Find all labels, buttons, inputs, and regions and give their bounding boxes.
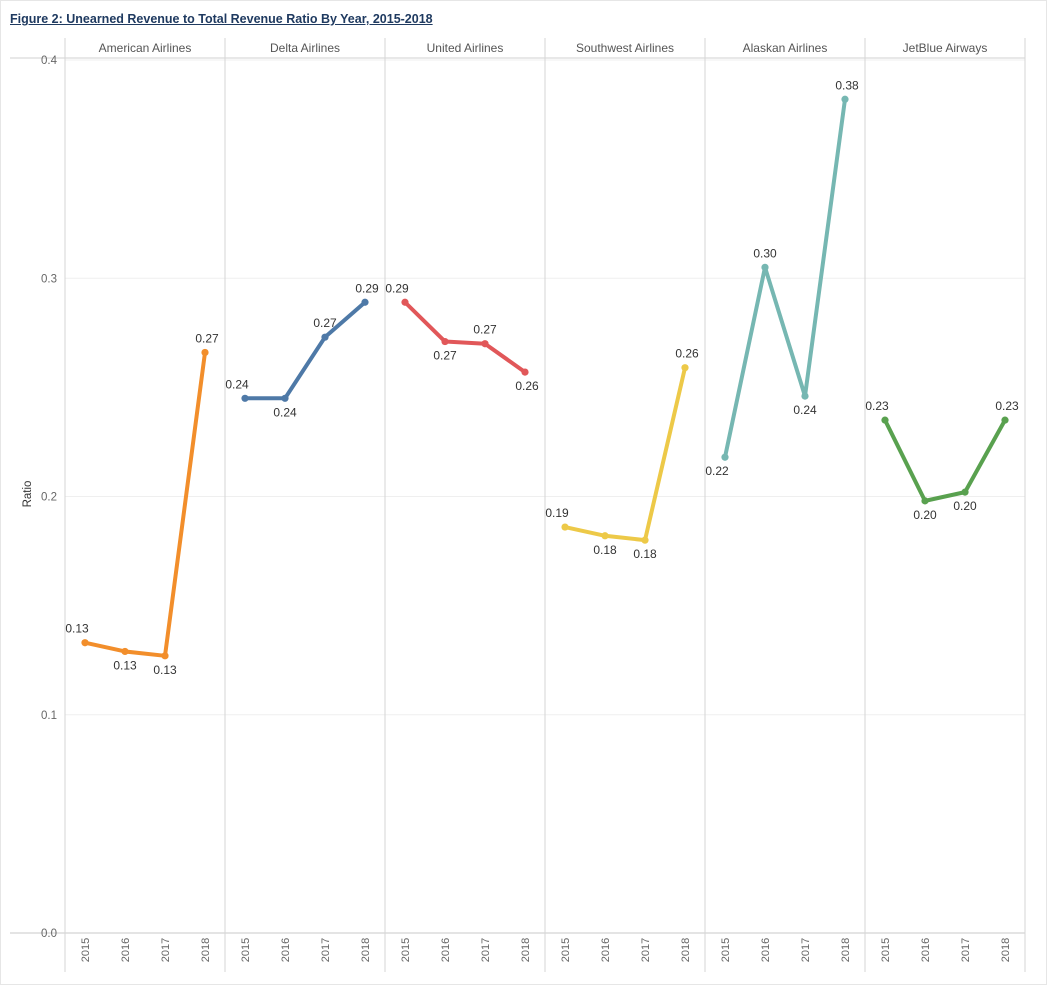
data-label: 0.20 — [953, 499, 977, 513]
data-point[interactable] — [81, 639, 89, 647]
data-label: 0.20 — [913, 508, 937, 522]
series: 0.13 0.13 0.13 0.27 0.24 0.24 0.27 0.29 0.29 0.27… — [65, 78, 1019, 677]
x-tick-label: 2016 — [280, 938, 292, 962]
x-tick-label: 2015 — [400, 938, 412, 962]
panel-title: Southwest Airlines — [576, 41, 674, 55]
data-point[interactable] — [561, 523, 569, 531]
data-point[interactable] — [121, 647, 129, 656]
panels: American Airlines Delta Airlines United Ai… — [10, 38, 1026, 972]
x-tick-label: 2017 — [480, 938, 492, 962]
data-label: 0.19 — [545, 506, 569, 520]
data-label: 0.26 — [515, 379, 539, 393]
x-tick-label: 2018 — [200, 938, 212, 962]
series-line[interactable] — [403, 300, 527, 375]
axes: 0.0 0.1 0.2 0.3 0.4 2015 2016 2017 2018 2015 2016 2… — [41, 55, 1012, 962]
x-tick-label: 2018 — [520, 938, 532, 962]
data-label: 0.29 — [385, 281, 409, 295]
y-tick-label: 0.1 — [41, 710, 57, 722]
x-tick-label: 2016 — [120, 938, 132, 962]
panel-title: Delta Airlines — [270, 41, 340, 55]
data-point[interactable] — [281, 394, 289, 402]
data-label: 0.23 — [995, 399, 1019, 413]
data-label: 0.27 — [313, 316, 337, 330]
data-label: 0.24 — [225, 377, 249, 391]
x-tick-label: 2016 — [920, 938, 932, 962]
x-tick-label: 2017 — [800, 938, 812, 962]
data-label: 0.13 — [113, 658, 137, 672]
data-label: 0.26 — [675, 347, 699, 361]
data-label: 0.30 — [753, 246, 777, 260]
panel-title: Alaskan Airlines — [743, 41, 828, 55]
data-point[interactable] — [401, 298, 409, 306]
data-point[interactable] — [961, 488, 969, 496]
data-point[interactable] — [921, 497, 929, 505]
x-tick-label: 2015 — [80, 938, 92, 962]
data-point[interactable] — [841, 95, 849, 103]
panel-title: United Airlines — [427, 41, 504, 55]
data-label: 0.27 — [433, 349, 457, 363]
x-tick-label: 2017 — [320, 938, 332, 962]
x-tick-label: 2015 — [720, 938, 732, 962]
data-label: 0.29 — [355, 281, 379, 295]
data-label: 0.38 — [835, 78, 859, 92]
x-tick-label: 2016 — [440, 938, 452, 962]
data-label: 0.18 — [633, 547, 657, 561]
y-tick-label: 0.2 — [41, 492, 57, 504]
data-point[interactable] — [881, 416, 889, 424]
x-tick-label: 2015 — [560, 938, 572, 962]
x-tick-label: 2018 — [1000, 938, 1012, 962]
data-point[interactable] — [201, 348, 209, 357]
x-tick-label: 2018 — [360, 938, 372, 962]
y-tick-label: 0.4 — [41, 55, 58, 67]
data-point[interactable] — [441, 337, 449, 346]
data-point[interactable] — [601, 532, 609, 540]
x-tick-label: 2017 — [960, 938, 972, 962]
data-point[interactable] — [161, 652, 169, 660]
data-point[interactable] — [721, 453, 729, 461]
panel-title: American Airlines — [99, 41, 192, 55]
data-label: 0.27 — [195, 331, 219, 345]
x-tick-label: 2015 — [880, 938, 892, 962]
x-tick-label: 2017 — [640, 938, 652, 962]
series-line[interactable] — [243, 300, 367, 401]
data-point[interactable] — [801, 392, 809, 400]
series-line[interactable] — [83, 350, 207, 658]
data-label: 0.27 — [473, 323, 497, 337]
series-line[interactable] — [883, 418, 1007, 503]
data-point[interactable] — [521, 368, 529, 376]
data-label: 0.24 — [793, 403, 817, 417]
x-tick-label: 2018 — [840, 938, 852, 962]
x-tick-label: 2016 — [600, 938, 612, 962]
chart-title[interactable]: Figure 2: Unearned Revenue to Total Reve… — [10, 12, 433, 26]
data-label: 0.13 — [153, 663, 177, 677]
data-point[interactable] — [241, 394, 249, 402]
panel-title: JetBlue Airways — [903, 41, 988, 55]
data-label: 0.24 — [273, 405, 297, 419]
y-tick-label: 0.0 — [41, 928, 57, 940]
data-label: 0.22 — [705, 464, 729, 478]
series-line[interactable] — [563, 365, 687, 543]
data-label: 0.13 — [65, 622, 89, 636]
x-tick-label: 2017 — [160, 938, 172, 962]
data-point[interactable] — [641, 536, 649, 544]
data-label: 0.23 — [865, 399, 889, 413]
data-point[interactable] — [481, 340, 489, 348]
data-point[interactable] — [761, 263, 769, 271]
x-tick-label: 2016 — [760, 938, 772, 962]
data-label: 0.18 — [593, 543, 617, 557]
data-point[interactable] — [321, 333, 329, 341]
series-line[interactable] — [723, 97, 847, 460]
y-axis-title: Ratio — [22, 481, 34, 508]
data-point[interactable] — [1001, 416, 1009, 424]
y-tick-label: 0.3 — [41, 273, 57, 285]
x-tick-label: 2018 — [680, 938, 692, 962]
data-point[interactable] — [681, 364, 689, 372]
x-tick-label: 2015 — [240, 938, 252, 962]
data-point[interactable] — [361, 298, 369, 306]
